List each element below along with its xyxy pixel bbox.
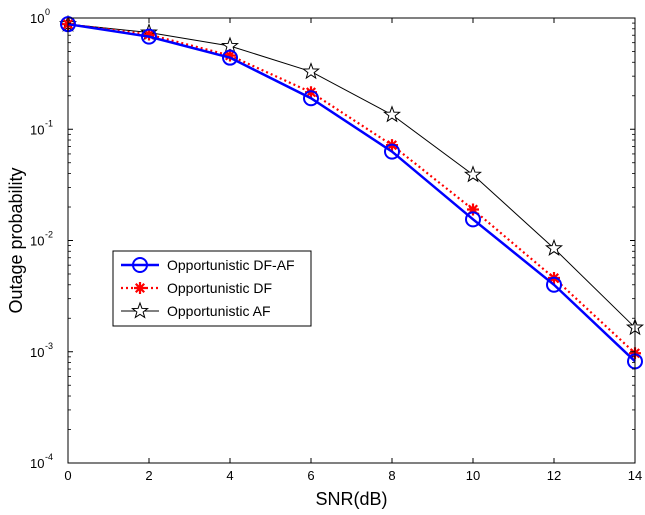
x-tick-label: 0	[64, 468, 71, 483]
x-tick-label: 14	[628, 468, 642, 483]
data-point-marker	[224, 49, 236, 62]
x-tick-label: 12	[547, 468, 561, 483]
series-line	[67, 22, 636, 363]
y-tick-label-exponent: -2	[45, 230, 53, 240]
y-tick-label-base: 10	[30, 456, 44, 471]
y-tick-label-exponent: -3	[45, 341, 53, 351]
data-point-marker	[303, 90, 319, 107]
data-point-marker	[141, 28, 157, 45]
y-axis-label: Outage probability	[6, 167, 26, 313]
legend-item: Opportunistic AF	[121, 301, 271, 319]
legend: Opportunistic DF-AF Opportunistic DF Oppor…	[112, 250, 312, 327]
series-line	[67, 23, 636, 355]
y-tick-label-base: 10	[30, 122, 44, 137]
y-tick-label-exponent: -4	[45, 452, 53, 462]
x-tick-label: 4	[226, 468, 233, 483]
y-tick-label-base: 10	[30, 345, 44, 360]
x-axis-label: SNR(dB)	[315, 489, 387, 509]
data-point-marker	[220, 36, 240, 54]
data-point-marker	[384, 143, 400, 160]
series-line	[67, 23, 636, 328]
legend-label: Opportunistic AF	[167, 303, 271, 319]
data-point-marker	[544, 238, 564, 257]
x-tick-label: 8	[388, 468, 395, 483]
data-point-marker	[546, 276, 562, 293]
data-point-marker	[382, 105, 402, 123]
y-tick-label-base: 10	[30, 11, 44, 26]
data-point-marker	[463, 165, 483, 183]
data-point-marker	[143, 28, 155, 41]
data-point-marker	[465, 211, 481, 228]
y-tick-label-base: 10	[30, 234, 44, 249]
x-tick-label: 2	[145, 468, 152, 483]
legend-label: Opportunistic DF-AF	[167, 257, 295, 273]
series-opportunistic-df-af	[60, 16, 643, 370]
legend-label: Opportunistic DF	[167, 280, 272, 296]
legend-marker	[130, 301, 150, 319]
legend-item: Opportunistic DF-AF	[121, 257, 295, 273]
legend-marker	[132, 257, 148, 273]
data-point-marker	[467, 203, 479, 216]
data-point-marker	[222, 49, 238, 66]
x-tick-label: 10	[466, 468, 480, 483]
data-point-marker	[301, 62, 321, 80]
y-tick-label-exponent: -1	[45, 118, 53, 128]
y-tick-label-exponent: 0	[45, 7, 50, 17]
data-point-marker	[305, 86, 317, 99]
legend-item: Opportunistic DF	[121, 280, 272, 296]
plot-area	[68, 18, 635, 463]
legend-marker	[134, 282, 146, 294]
x-tick-label: 6	[307, 468, 314, 483]
